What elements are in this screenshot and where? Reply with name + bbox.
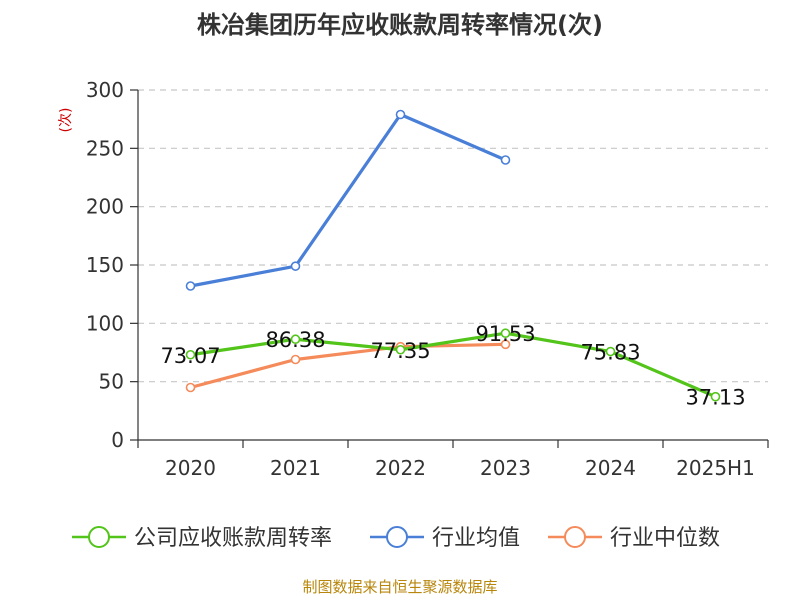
x-tick-label: 2023 xyxy=(480,456,531,480)
data-point[interactable] xyxy=(500,155,511,165)
data-point[interactable] xyxy=(290,261,301,271)
legend-marker xyxy=(564,526,586,548)
data-labels: 73.07 86.38 77.35 91.53 75.83 37.13 xyxy=(160,322,745,409)
y-axis-label: (次) xyxy=(58,108,74,133)
y-tick-label: 200 xyxy=(86,195,124,219)
legend-label: 公司应收账款周转率 xyxy=(134,526,332,551)
data-point[interactable] xyxy=(290,354,301,365)
legend-item-1[interactable]: 行业均值 xyxy=(370,526,520,551)
x-tick-label: 2024 xyxy=(585,456,636,480)
legend-label: 行业中位数 xyxy=(610,526,720,551)
x-tick-label: 2025H1 xyxy=(676,456,755,480)
data-point[interactable] xyxy=(290,334,301,345)
data-point[interactable] xyxy=(395,109,406,120)
source-note: 制图数据来自恒生聚源数据库 xyxy=(302,578,497,596)
axes: 0 50 100 150 200 250 300 2020 2021 2022 2023 2024 20… xyxy=(86,78,769,480)
data-label: 91.53 xyxy=(475,322,535,346)
x-tick-label: 2022 xyxy=(375,456,426,480)
x-tick-label: 2020 xyxy=(165,456,216,480)
data-point[interactable] xyxy=(395,344,406,355)
chart-title: 株冶集团历年应收账款周转率情况(次) xyxy=(197,11,603,39)
data-point[interactable] xyxy=(185,349,196,360)
x-tick-label: 2021 xyxy=(270,456,321,480)
series-1 xyxy=(185,109,511,291)
series-line xyxy=(190,112,507,288)
y-tick-label: 150 xyxy=(86,253,124,277)
series-0 xyxy=(185,328,721,402)
legend-marker xyxy=(386,526,408,548)
data-point[interactable] xyxy=(500,339,511,350)
data-label: 37.13 xyxy=(685,386,745,410)
y-tick-label: 300 xyxy=(86,78,124,102)
y-tick-label: 0 xyxy=(111,428,124,452)
data-point[interactable] xyxy=(500,328,511,339)
legend-item-0[interactable]: 公司应收账款周转率 xyxy=(72,526,332,551)
series-group xyxy=(185,109,721,402)
y-tick-label: 50 xyxy=(99,370,124,394)
data-label: 75.83 xyxy=(580,341,640,365)
data-point[interactable] xyxy=(710,391,721,402)
data-label: 77.35 xyxy=(370,339,430,363)
legend-label: 行业均值 xyxy=(432,526,520,551)
series-line xyxy=(190,331,717,399)
y-tick-label: 250 xyxy=(86,136,124,160)
data-label: 73.07 xyxy=(160,344,220,368)
data-point[interactable] xyxy=(605,346,616,357)
legend[interactable]: 公司应收账款周转率 行业均值 行业中位数 xyxy=(72,526,720,551)
legend-marker xyxy=(88,526,110,548)
legend-item-2[interactable]: 行业中位数 xyxy=(548,526,720,551)
data-point[interactable] xyxy=(185,281,196,291)
data-label: 86.38 xyxy=(265,328,325,352)
series-line xyxy=(190,342,506,390)
data-point[interactable] xyxy=(185,382,196,393)
y-tick-label: 100 xyxy=(86,311,124,335)
grid-lines xyxy=(138,89,768,383)
